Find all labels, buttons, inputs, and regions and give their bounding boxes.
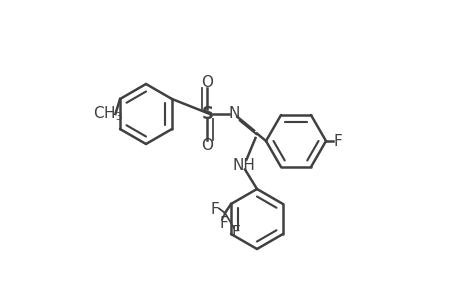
Text: F: F: [210, 202, 218, 217]
Text: F: F: [230, 225, 240, 240]
Text: NH: NH: [231, 158, 254, 172]
Text: F: F: [333, 134, 341, 148]
Text: N: N: [228, 106, 240, 122]
Text: CH$_3$: CH$_3$: [93, 105, 123, 123]
Text: F: F: [218, 216, 227, 231]
Text: O: O: [201, 75, 213, 90]
Text: S: S: [201, 105, 213, 123]
Text: O: O: [201, 138, 213, 153]
